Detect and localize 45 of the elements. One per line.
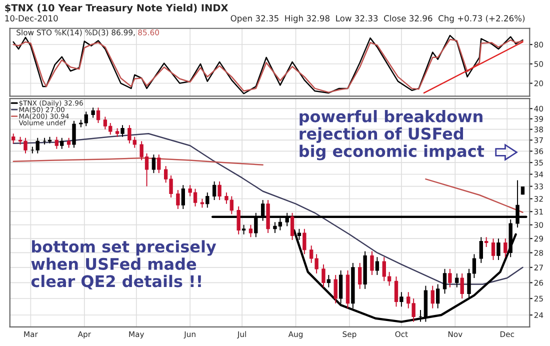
candlestick	[436, 284, 440, 309]
candlestick	[479, 236, 483, 264]
candlestick	[218, 180, 222, 201]
candlestick	[212, 180, 216, 201]
chart-title: $TNX (10 Year Treasury Note Yield) INDX	[5, 4, 228, 14]
text: Open 32.35 High 32.98 Low 32.33 Close 32.96 Chg +0.73 (+2.26%)	[230, 14, 525, 24]
candlestick	[496, 238, 500, 260]
candlestick	[290, 212, 294, 240]
candlestick	[334, 274, 338, 304]
candlestick	[322, 264, 326, 288]
candlestick	[120, 124, 124, 138]
candlestick	[326, 274, 331, 288]
candlestick	[491, 238, 496, 260]
candlestick	[157, 154, 161, 174]
candlestick	[181, 184, 185, 210]
candlestick	[448, 268, 452, 288]
annotation: bottom set precisely when USFed made clear QE2 details !!	[31, 240, 216, 290]
candlestick	[394, 276, 398, 308]
candlestick	[66, 137, 71, 148]
candlestick	[60, 137, 64, 150]
candlestick	[236, 206, 240, 235]
candlestick	[358, 262, 362, 290]
candlestick	[12, 133, 16, 144]
candlestick	[206, 192, 210, 208]
candlestick	[302, 228, 306, 255]
candlestick	[442, 268, 447, 294]
candlestick	[248, 224, 253, 238]
candlestick	[455, 272, 459, 288]
candlestick	[91, 107, 95, 118]
candlestick	[504, 238, 508, 258]
candlestick	[430, 285, 434, 309]
annotation: powerful breakdown rejection of USFed big economic impact	[300, 110, 484, 160]
candlestick	[484, 236, 488, 248]
candlestick	[176, 190, 180, 210]
chart-subtitle: 10-Dec-2010	[5, 15, 58, 22]
candlestick	[400, 292, 404, 308]
candlestick	[96, 107, 100, 124]
candlestick	[54, 136, 59, 150]
candlestick	[152, 154, 156, 174]
candlestick	[242, 224, 246, 235]
candlestick	[338, 270, 343, 304]
candlestick	[72, 120, 76, 148]
candlestick	[370, 250, 374, 276]
candlestick	[460, 272, 464, 299]
candlestick	[375, 256, 380, 276]
